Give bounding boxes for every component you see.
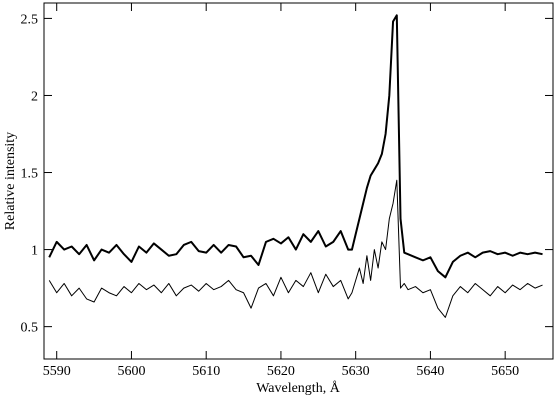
y-tick-label: 2.5 — [21, 12, 39, 27]
y-tick-label: 2 — [31, 89, 38, 104]
y-tick-label: 0.5 — [21, 321, 39, 336]
plot-frame — [43, 2, 554, 360]
x-tick-label: 5610 — [192, 364, 220, 379]
y-tick-label: 1.5 — [21, 167, 39, 182]
y-axis-label: Relative intensity — [3, 132, 18, 230]
x-tick-label: 5600 — [117, 364, 145, 379]
spectrum-line — [48, 179, 543, 318]
x-axis-label: Wavelength, Å — [256, 380, 341, 396]
y-tick-label: 1 — [31, 244, 38, 259]
x-tick-label: 5640 — [416, 364, 444, 379]
x-tick-label: 5650 — [491, 364, 519, 379]
x-tick-label: 5630 — [342, 364, 370, 379]
x-tick-label: 5620 — [267, 364, 295, 379]
x-tick-label: 5590 — [43, 364, 71, 379]
spectrum-line — [48, 14, 543, 279]
